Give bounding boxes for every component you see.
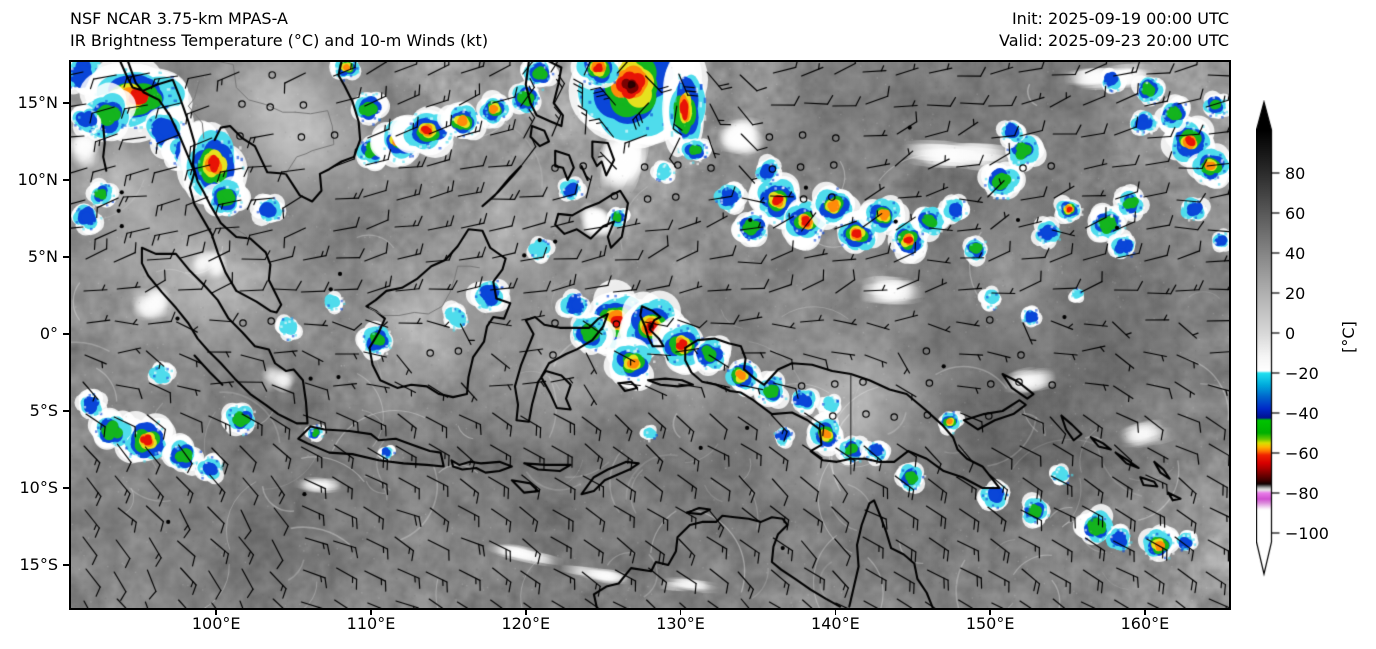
init-timestamp: Init: 2025-09-19 00:00 UTC	[1011, 9, 1229, 28]
y-tick-label: 10°S	[19, 478, 58, 498]
x-tick-mark	[679, 610, 682, 615]
colorbar-tick-label: 80	[1285, 163, 1306, 183]
x-tick-mark	[989, 610, 991, 615]
x-tick-mark	[370, 610, 372, 615]
colorbar-tick-label: −60	[1285, 443, 1319, 463]
x-tick-label: 140°E	[811, 614, 860, 633]
y-tick-mark	[63, 102, 69, 104]
colorbar-tick-label: 0	[1285, 323, 1296, 343]
colorbar-tick-label: 60	[1285, 203, 1306, 223]
valid-timestamp: Valid: 2025-09-23 20:00 UTC	[998, 31, 1229, 50]
y-tick-mark	[63, 256, 69, 258]
x-tick-label: 160°E	[1120, 614, 1170, 633]
colorbar-tick-label: 20	[1285, 283, 1306, 303]
colorbar-tick-label: 40	[1285, 243, 1306, 263]
y-tick-mark	[63, 564, 69, 566]
x-tick-label: 150°E	[965, 614, 1015, 633]
map-canvas	[71, 62, 1229, 608]
colorbar	[1256, 100, 1286, 578]
x-tick-label: 120°E	[501, 614, 551, 633]
colorbar-tick-label: −100	[1285, 523, 1329, 543]
model-title: NSF NCAR 3.75-km MPAS-A	[70, 9, 288, 28]
y-tick-label: 5°N	[27, 246, 58, 266]
x-tick-mark	[834, 610, 837, 615]
product-subtitle: IR Brightness Temperature (°C) and 10-m …	[70, 31, 489, 50]
y-tick-mark	[63, 333, 69, 335]
y-tick-mark	[63, 410, 69, 412]
y-tick-mark	[63, 179, 69, 181]
x-tick-mark	[215, 610, 217, 615]
colorbar-tick-label: −80	[1285, 483, 1319, 503]
colorbar-tick-label: −40	[1285, 403, 1319, 423]
y-tick-label: 5°S	[29, 401, 58, 420]
map-frame	[69, 60, 1231, 610]
colorbar-tick-label: −20	[1285, 363, 1319, 383]
y-tick-mark	[63, 487, 69, 489]
y-tick-label: 15°N	[17, 92, 58, 112]
x-tick-label: 100°E	[191, 614, 241, 633]
x-tick-mark	[1144, 610, 1146, 615]
x-tick-mark	[524, 610, 527, 615]
y-tick-label: 0°	[39, 323, 58, 343]
x-tick-label: 110°E	[346, 614, 396, 633]
y-tick-label: 15°S	[19, 555, 58, 575]
x-tick-label: 130°E	[656, 614, 705, 633]
y-tick-label: 10°N	[17, 169, 58, 189]
